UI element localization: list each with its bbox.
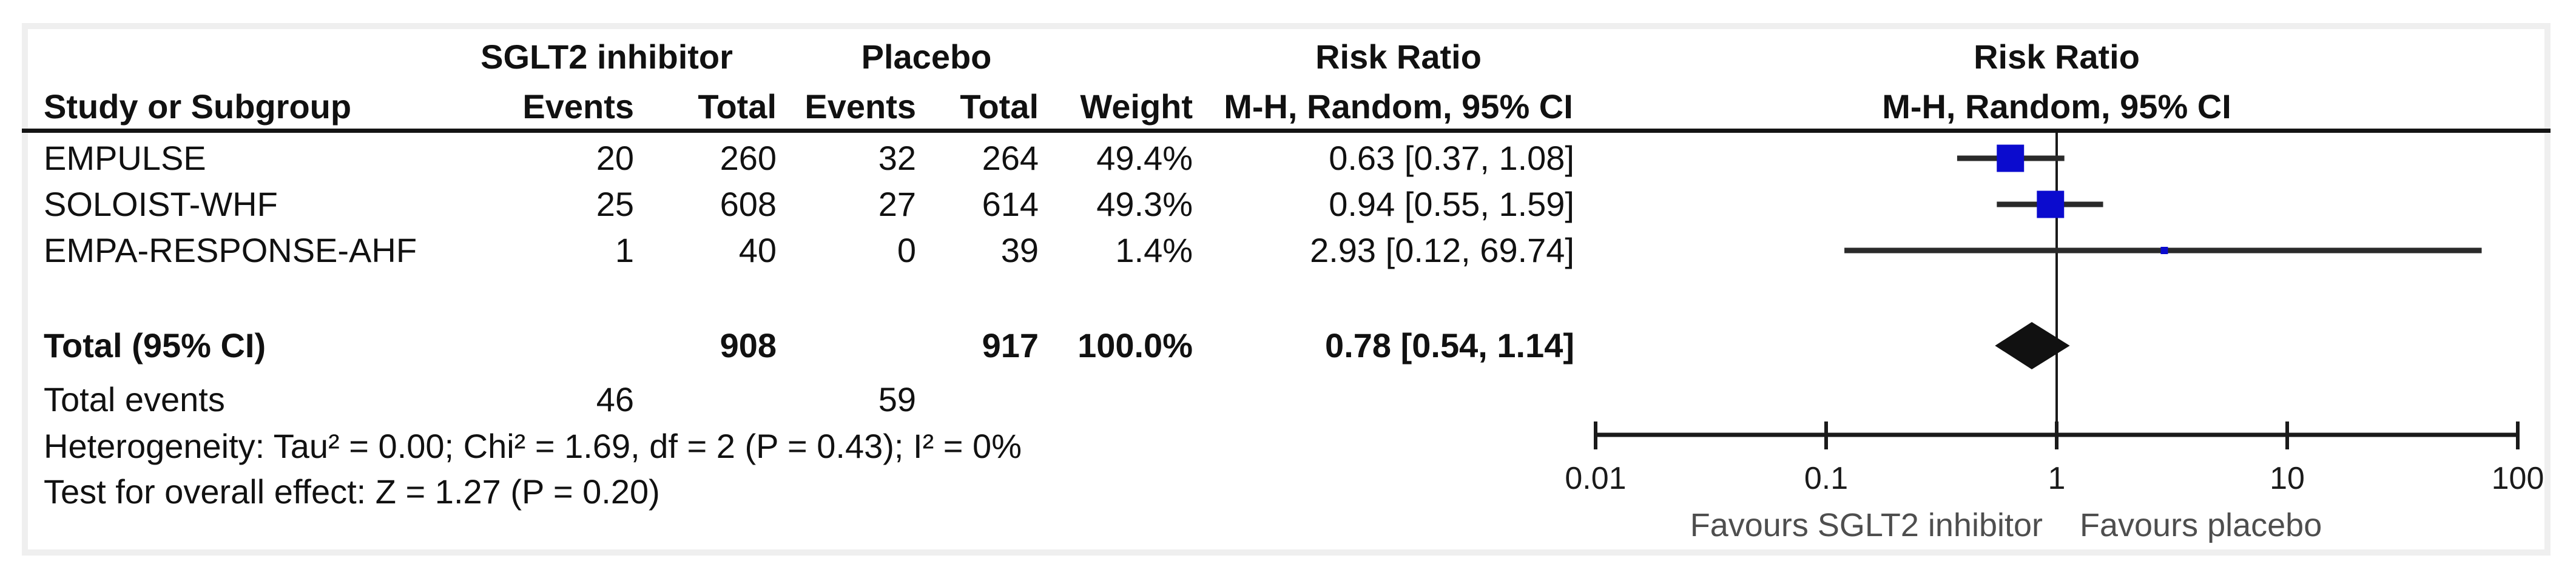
total-label: Total (95% CI) <box>44 326 266 364</box>
axis-tick-label: 0.01 <box>1565 461 1626 496</box>
effect-square <box>2037 190 2065 218</box>
total-control: 614 <box>982 185 1039 223</box>
overall-effect-test: Test for overall effect: Z = 1.27 (P = 0… <box>44 472 660 511</box>
events-control: 27 <box>878 185 916 223</box>
weight-value: 49.3% <box>1096 185 1193 223</box>
events-treatment: 20 <box>596 139 634 177</box>
col-header-events-control: Events <box>804 87 916 126</box>
study-name: EMPA-RESPONSE-AHF <box>44 231 417 269</box>
favours-right-label: Favours placebo <box>2080 507 2322 543</box>
risk-ratio-ci-text: 0.63 [0.37, 1.08] <box>1329 139 1574 177</box>
group-header-control: Placebo <box>861 38 992 76</box>
axis-tick-label: 10 <box>2270 461 2305 496</box>
col-header-weight: Weight <box>1080 87 1193 126</box>
pooled-diamond <box>1995 322 2070 369</box>
favours-left-label: Favours SGLT2 inhibitor <box>1690 507 2043 543</box>
heterogeneity-stats: Heterogeneity: Tau² = 0.00; Chi² = 1.69,… <box>44 427 1022 465</box>
header-divider-rule <box>22 129 2551 133</box>
total-n-treatment: 908 <box>720 326 777 364</box>
total-n-control: 917 <box>982 326 1039 364</box>
effect-square <box>1997 144 2025 172</box>
total-treatment: 260 <box>720 139 777 177</box>
total-events-label: Total events <box>44 380 225 418</box>
plot-header-risk-ratio: Risk Ratio <box>1974 38 2140 76</box>
total-weight: 100.0% <box>1077 326 1193 364</box>
stat-column-header-risk-ratio: Risk Ratio <box>1315 38 1482 76</box>
axis-tick-label: 100 <box>2492 461 2544 496</box>
weight-value: 49.4% <box>1096 139 1193 177</box>
total-control: 264 <box>982 139 1039 177</box>
total-events-control: 59 <box>878 380 916 418</box>
col-header-total-treatment: Total <box>698 87 777 126</box>
col-header-total-control: Total <box>960 87 1039 126</box>
risk-ratio-ci-text: 2.93 [0.12, 69.74] <box>1310 231 1574 269</box>
events-treatment: 1 <box>615 231 634 269</box>
group-header-treatment: SGLT2 inhibitor <box>480 38 733 76</box>
total-treatment: 608 <box>720 185 777 223</box>
total-treatment: 40 <box>738 231 777 269</box>
plot-header-mh-ci: M-H, Random, 95% CI <box>1882 87 2231 126</box>
col-header-mh-ci: M-H, Random, 95% CI <box>1224 87 1573 126</box>
events-control: 0 <box>897 231 916 269</box>
total-control: 39 <box>1000 231 1039 269</box>
events-treatment: 25 <box>596 185 634 223</box>
risk-ratio-ci-text: 0.94 [0.55, 1.59] <box>1329 185 1574 223</box>
axis-tick-label: 0.1 <box>1804 461 1848 496</box>
col-header-study: Study or Subgroup <box>44 87 352 126</box>
col-header-events-treatment: Events <box>522 87 634 126</box>
plot-frame <box>22 23 2551 556</box>
total-events-treatment: 46 <box>596 380 634 418</box>
axis-tick-label: 1 <box>2048 461 2066 496</box>
study-name: SOLOIST-WHF <box>44 185 278 223</box>
events-control: 32 <box>878 139 916 177</box>
total-risk-ratio-ci-text: 0.78 [0.54, 1.14] <box>1325 326 1574 364</box>
effect-square <box>2160 247 2168 254</box>
study-name: EMPULSE <box>44 139 206 177</box>
weight-value: 1.4% <box>1115 231 1193 269</box>
